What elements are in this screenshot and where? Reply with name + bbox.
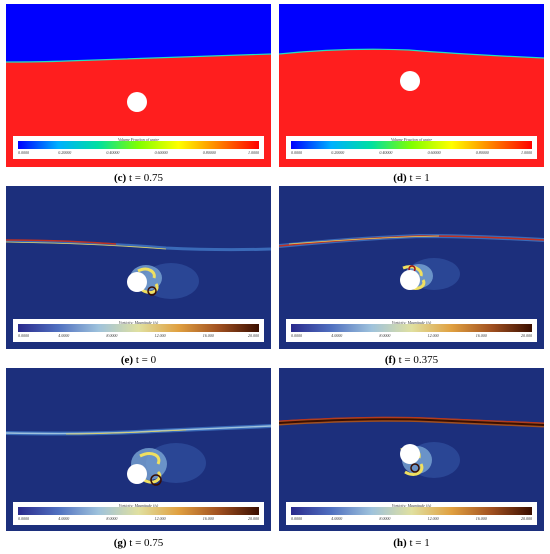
caption-e: (e) t = 0 <box>6 354 271 367</box>
cylinder <box>127 92 147 112</box>
caption-time: t = 1 <box>409 172 430 184</box>
colorbar-tick-label: 20.000 <box>248 333 259 338</box>
cylinder <box>400 71 420 91</box>
colorbar-tick-label: 1.0000 <box>521 150 532 155</box>
colorbar-title: Vorticity: Magnitude (/s) <box>391 320 432 325</box>
caption-time: t = 0.75 <box>128 172 163 184</box>
colorbar-tick-label: 8.0000 <box>379 516 391 521</box>
colorbar-title: Vorticity: Magnitude (/s) <box>118 503 159 508</box>
panel-h-vorticity: Vorticity: Magnitude (/s) 0.0000 4.0000 8.… <box>279 368 544 531</box>
caption-label: (h) <box>393 537 407 549</box>
colorbar-title: Vorticity: Magnitude (/s) <box>391 503 432 508</box>
caption-time: t = 1 <box>409 537 430 549</box>
colorbar-tick-label: 0.80000 <box>202 150 216 155</box>
colorbar-tick-label: 20.000 <box>521 333 532 338</box>
colorbar-tick-label: 8.0000 <box>106 333 118 338</box>
colorbar-gradient <box>18 324 259 332</box>
colorbar-tick-label: 0.0000 <box>18 516 29 521</box>
caption-d: (d) t = 1 <box>279 172 544 185</box>
colorbar-tick-label: 0.0000 <box>291 333 302 338</box>
colorbar-tick-label: 1.0000 <box>248 150 259 155</box>
colorbar-tick-label: 0.0000 <box>291 150 302 155</box>
colorbar-tick-label: 4.0000 <box>331 516 343 521</box>
colorbar-tick-label: 16.000 <box>202 516 214 521</box>
caption-label: (d) <box>393 172 407 184</box>
panel-c-volume-fraction: Volume Fraction of water 0.0000 0.20000 0.… <box>6 4 271 167</box>
colorbar-tick-label: 0.20000 <box>58 150 72 155</box>
caption-g: (g) t = 0.75 <box>6 537 271 550</box>
colorbar-tick-label: 12.000 <box>154 333 166 338</box>
panel-d-volume-fraction: Volume Fraction of water 0.0000 0.20000 0.… <box>279 4 544 167</box>
colorbar-tick-label: 16.000 <box>475 333 487 338</box>
colorbar-title: Volume Fraction of water <box>118 137 159 142</box>
colorbar-tick-label: 8.0000 <box>379 333 391 338</box>
caption-time: t = 0.375 <box>398 354 439 366</box>
colorbar-tick-label: 20.000 <box>521 516 532 521</box>
caption-label: (g) <box>113 537 127 549</box>
cylinder <box>127 464 147 484</box>
colorbar-gradient <box>291 141 532 149</box>
colorbar-tick-label: 0.0000 <box>18 150 29 155</box>
volume-colorbar: Volume Fraction of water 0.0000 0.20000 0.… <box>13 136 264 159</box>
colorbar-tick-label: 0.80000 <box>475 150 489 155</box>
vorticity-colorbar: Vorticity: Magnitude (/s) 0.0000 4.0000 8.… <box>286 319 537 342</box>
colorbar-tick-label: 16.000 <box>202 333 214 338</box>
colorbar-tick-label: 4.0000 <box>58 333 70 338</box>
colorbar-tick-label: 0.20000 <box>331 150 345 155</box>
colorbar-title: Volume Fraction of water <box>391 137 432 142</box>
cylinder <box>127 272 147 292</box>
panel-e-vorticity: Vorticity: Magnitude (/s) 0.0000 4.0000 8.… <box>6 186 271 349</box>
colorbar-tick-label: 0.0000 <box>18 333 29 338</box>
colorbar-gradient <box>291 507 532 515</box>
volume-colorbar: Volume Fraction of water 0.0000 0.20000 0.… <box>286 136 537 159</box>
cylinder <box>400 444 420 464</box>
caption-c: (c) t = 0.75 <box>6 172 271 185</box>
caption-label: (c) <box>114 172 127 184</box>
colorbar-tick-label: 12.000 <box>427 333 439 338</box>
colorbar-gradient <box>18 141 259 149</box>
caption-h: (h) t = 1 <box>279 537 544 550</box>
colorbar-tick-label: 4.0000 <box>331 333 343 338</box>
colorbar-tick-label: 0.40000 <box>106 150 120 155</box>
colorbar-tick-label: 4.0000 <box>58 516 70 521</box>
caption-time: t = 0 <box>135 354 157 366</box>
caption-label: (e) <box>120 354 134 366</box>
caption-f: (f) t = 0.375 <box>279 354 544 367</box>
colorbar-tick-label: 12.000 <box>427 516 439 521</box>
colorbar-tick-label: 0.40000 <box>379 150 393 155</box>
colorbar-gradient <box>18 507 259 515</box>
colorbar-tick-label: 8.0000 <box>106 516 118 521</box>
colorbar-tick-label: 16.000 <box>475 516 487 521</box>
colorbar-tick-label: 0.60000 <box>427 150 441 155</box>
vorticity-colorbar: Vorticity: Magnitude (/s) 0.0000 4.0000 8.… <box>13 502 264 525</box>
vorticity-colorbar: Vorticity: Magnitude (/s) 0.0000 4.0000 8.… <box>286 502 537 525</box>
colorbar-tick-label: 20.000 <box>248 516 259 521</box>
colorbar-tick-label: 0.0000 <box>291 516 302 521</box>
panel-f-vorticity: Vorticity: Magnitude (/s) 0.0000 4.0000 8.… <box>279 186 544 349</box>
caption-label: (f) <box>384 354 396 366</box>
colorbar-tick-label: 0.60000 <box>154 150 168 155</box>
colorbar-gradient <box>291 324 532 332</box>
cylinder <box>400 270 420 290</box>
colorbar-title: Vorticity: Magnitude (/s) <box>118 320 159 325</box>
colorbar-tick-label: 12.000 <box>154 516 166 521</box>
vorticity-colorbar: Vorticity: Magnitude (/s) 0.0000 4.0000 8.… <box>13 319 264 342</box>
caption-time: t = 0.75 <box>129 537 164 549</box>
panel-g-vorticity: Vorticity: Magnitude (/s) 0.0000 4.0000 8.… <box>6 368 271 531</box>
